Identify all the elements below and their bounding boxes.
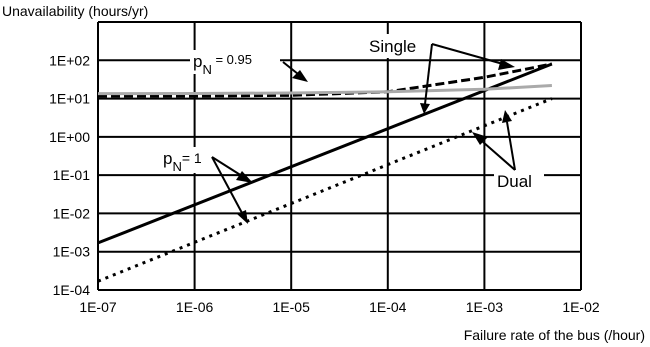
pn1-label: pN= 1 <box>163 149 202 174</box>
arrowhead-pn1-a <box>236 171 253 183</box>
arrow-pn1-b <box>211 156 243 214</box>
x-axis-label: Failure rate of the bus (/hour) <box>464 327 645 343</box>
y-tick-label: 1E+00 <box>49 129 90 145</box>
y-axis-label: Unavailability (hours/yr) <box>2 3 148 19</box>
y-tick-label: 1E+01 <box>49 91 90 107</box>
single-label-bg <box>366 34 432 58</box>
x-tick-label: 1E-04 <box>369 299 407 315</box>
x-tick-label: 1E-07 <box>79 299 117 315</box>
y-tick-label: 1E+02 <box>49 52 90 68</box>
series-lines <box>97 62 553 283</box>
pn095-label-bg <box>190 50 280 74</box>
y-tick-label: 1E-04 <box>53 282 91 298</box>
dual-label-bg <box>494 170 544 194</box>
arrowhead-pn095 <box>292 70 308 82</box>
annotation-arrows <box>211 43 516 214</box>
arrow-pn1-a <box>211 156 243 177</box>
arrowhead-pn1-b <box>237 210 248 224</box>
arrowhead-single-b <box>420 103 430 114</box>
arrow-single-b <box>424 43 433 105</box>
arrowhead-single-a <box>498 59 515 70</box>
x-tick-label: 1E-02 <box>562 299 600 315</box>
dual-label: Dual <box>497 172 532 191</box>
arrow-dual-a <box>482 141 516 171</box>
y-tick-labels: 1E-04 1E-03 1E-02 1E-01 1E+00 1E+01 1E+02 <box>49 52 90 298</box>
pn1-label-bg <box>160 147 212 173</box>
single-label: Single <box>369 37 416 56</box>
arrowhead-dual-b <box>502 110 512 123</box>
series-dual-pn1-line <box>97 97 553 283</box>
arrow-dual-b <box>506 121 516 171</box>
y-tick-label: 1E-03 <box>53 244 91 260</box>
arrowhead-dual-a <box>472 132 488 145</box>
y-tick-label: 1E-02 <box>53 205 91 221</box>
pn095-label: pN = 0.95 <box>193 52 252 77</box>
y-tick-label: 1E-01 <box>53 167 91 183</box>
series-single-pn1-line <box>97 62 553 245</box>
x-tick-label: 1E-03 <box>466 299 504 315</box>
arrow-pn095 <box>282 61 299 75</box>
series-dual-pn095-line <box>97 84 552 96</box>
x-tick-labels: 1E-07 1E-06 1E-05 1E-04 1E-03 1E-02 <box>79 299 600 315</box>
annotation-arrowheads <box>236 59 515 224</box>
x-tick-label: 1E-05 <box>273 299 311 315</box>
x-tick-label: 1E-06 <box>176 299 214 315</box>
arrow-single-a <box>431 43 504 65</box>
